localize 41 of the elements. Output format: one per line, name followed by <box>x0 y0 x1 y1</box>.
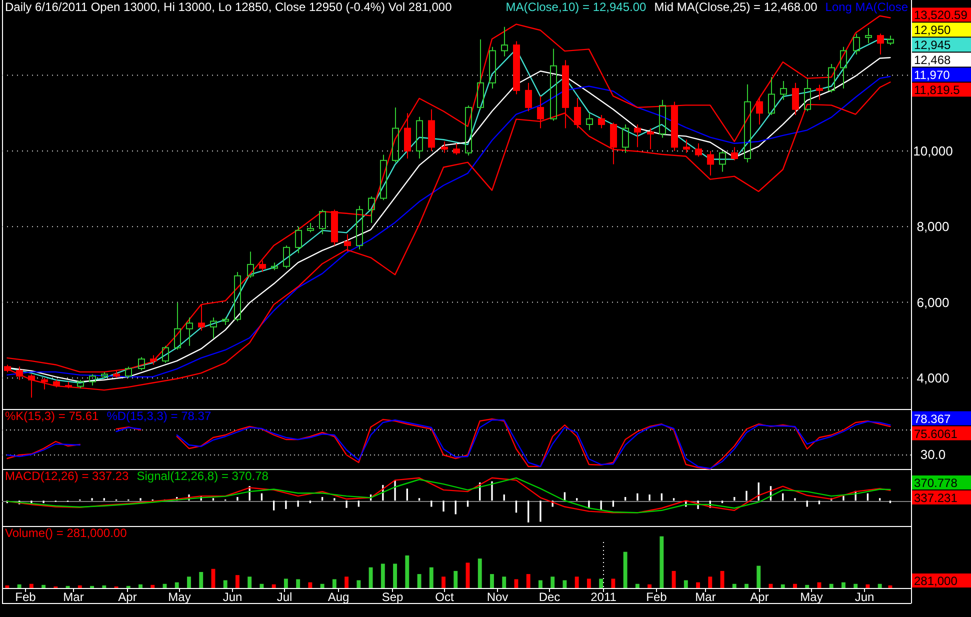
x-tick-label: Jun <box>222 590 242 604</box>
series-label: %D(15,3,3) = 78.37 <box>106 409 212 423</box>
annotation: 281,000 <box>914 574 958 588</box>
x-tick-label: Mar <box>63 590 84 604</box>
x-tick-label: Dec <box>538 590 560 604</box>
x-tick-label: Oct <box>435 590 454 604</box>
annotation: 11,970 <box>914 68 950 82</box>
annotation: 12,945 <box>914 38 952 52</box>
annotation: 75.6061 <box>914 426 958 441</box>
y-tick-label: 6,000 <box>916 294 950 310</box>
x-tick-label: May <box>800 590 823 604</box>
x-tick-label: Sep <box>382 590 404 604</box>
x-tick-label: Apr <box>118 590 137 604</box>
annotation: 12,950 <box>914 23 952 38</box>
x-tick-label: Jun <box>854 590 874 604</box>
x-tick-label: Nov <box>486 590 508 604</box>
series-label: MACD(12,26) = 337.23 <box>5 469 130 483</box>
x-tick-label: Jul <box>276 590 292 604</box>
x-tick-label: Feb <box>646 590 668 604</box>
text: Mid MA(Close,25) = 12,468.00 <box>654 0 818 14</box>
text: 30.0 <box>920 447 946 462</box>
annotation: 370.778 <box>914 476 958 490</box>
text: Long MA(Close <box>825 0 908 14</box>
y-tick-label: 4,000 <box>916 370 950 386</box>
text: MA(Close,10) = 12,945.00 <box>506 0 647 14</box>
chart-title: Daily 6/16/2011 Open 13000, Hi 13000, Lo 12850, Close 12950 (-0.4%) Vol 281,000 <box>5 0 452 14</box>
x-tick-label: 2011 <box>590 590 617 604</box>
annotation: 12,468 <box>914 53 952 68</box>
annotation: 11,819.5 <box>914 83 960 98</box>
series-label: %K(15,3) = 75.61 <box>5 409 100 423</box>
x-tick-label: Feb <box>15 590 36 604</box>
x-tick-label: Mar <box>695 590 716 604</box>
annotation: 337.231 <box>914 490 958 505</box>
text: Volume() = 281,000.00 <box>5 526 128 540</box>
annotation: 78.367 <box>914 412 952 426</box>
x-tick-label: Apr <box>750 590 769 604</box>
y-tick-label: 8,000 <box>916 219 950 234</box>
series-label: Signal(12,26,8) = 370.78 <box>136 469 269 483</box>
y-tick-label: 10,000 <box>913 143 953 158</box>
x-tick-label: May <box>168 590 191 604</box>
x-tick-label: Aug <box>328 590 350 604</box>
